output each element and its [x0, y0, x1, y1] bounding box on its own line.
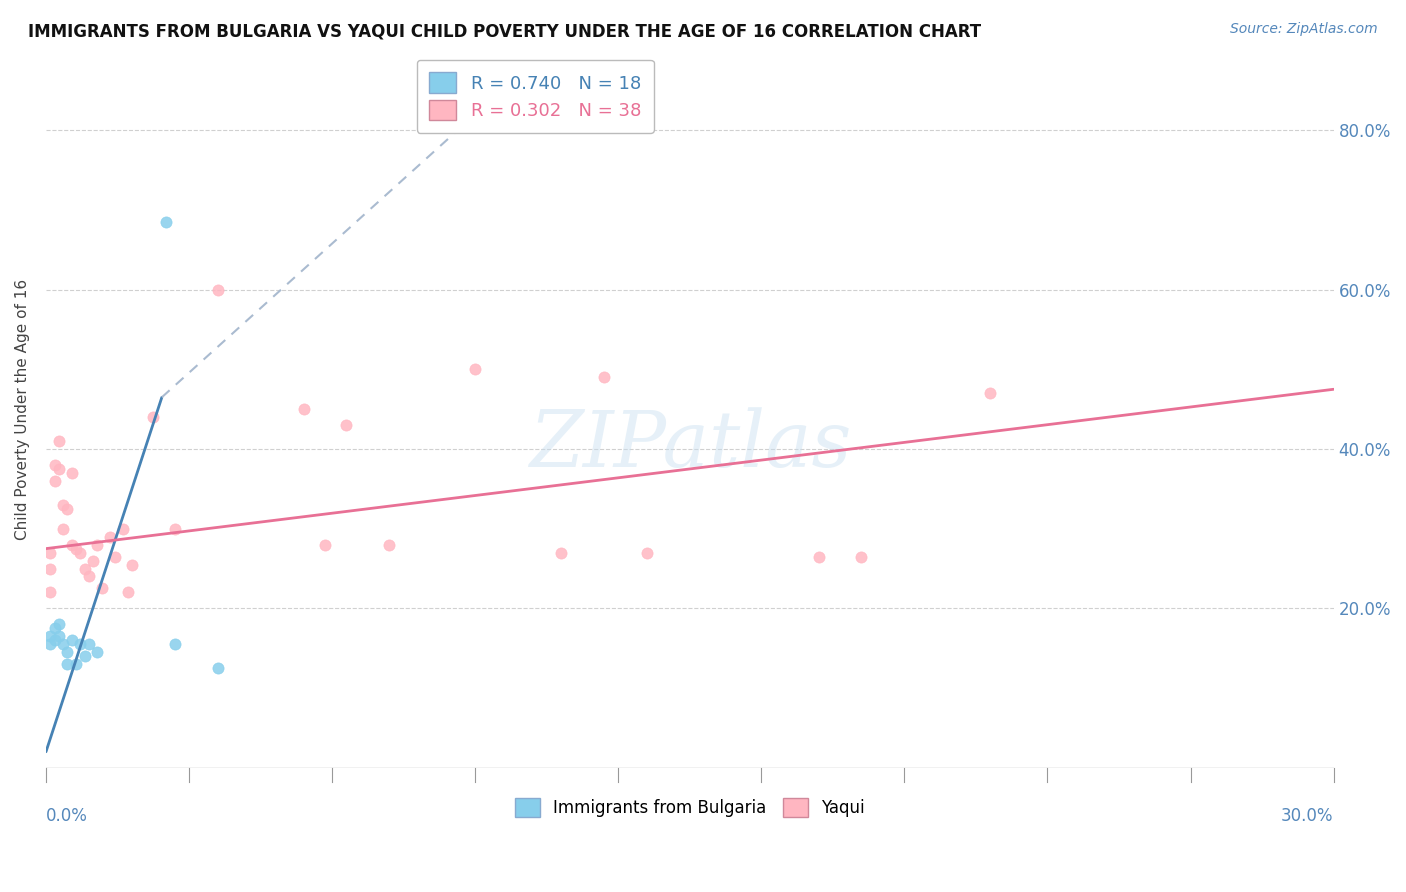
Point — [112, 522, 135, 536]
Point — [39, 561, 62, 575]
Point — [48, 434, 70, 448]
Point — [163, 522, 186, 536]
Point — [48, 629, 70, 643]
Point — [163, 637, 186, 651]
Point — [39, 585, 62, 599]
Text: ZIPatlas: ZIPatlas — [529, 407, 851, 483]
Point — [52, 498, 75, 512]
Point — [65, 657, 87, 672]
Point — [142, 410, 165, 425]
Point — [65, 541, 87, 556]
Point — [44, 474, 66, 488]
Point — [90, 582, 112, 596]
Point — [52, 522, 75, 536]
Text: IMMIGRANTS FROM BULGARIA VS YAQUI CHILD POVERTY UNDER THE AGE OF 16 CORRELATION : IMMIGRANTS FROM BULGARIA VS YAQUI CHILD … — [28, 22, 981, 40]
Point — [636, 546, 658, 560]
Point — [44, 458, 66, 472]
Text: 30.0%: 30.0% — [1281, 807, 1334, 825]
Point — [77, 569, 100, 583]
Point — [56, 657, 79, 672]
Point — [52, 637, 75, 651]
Point — [73, 561, 96, 575]
Point — [69, 546, 91, 560]
Point — [979, 386, 1001, 401]
Point — [550, 546, 572, 560]
Point — [60, 538, 83, 552]
Point — [56, 645, 79, 659]
Point — [39, 546, 62, 560]
Point — [77, 637, 100, 651]
Point — [48, 617, 70, 632]
Point — [464, 362, 486, 376]
Point — [593, 370, 616, 384]
Y-axis label: Child Poverty Under the Age of 16: Child Poverty Under the Age of 16 — [15, 278, 30, 540]
Point — [44, 633, 66, 648]
Point — [155, 215, 177, 229]
Point — [378, 538, 401, 552]
Point — [851, 549, 873, 564]
Point — [314, 538, 336, 552]
Point — [69, 637, 91, 651]
Point — [60, 466, 83, 480]
Point — [39, 629, 62, 643]
Point — [292, 402, 315, 417]
Point — [56, 501, 79, 516]
Point — [807, 549, 830, 564]
Point — [207, 283, 229, 297]
Point — [104, 549, 127, 564]
Point — [44, 621, 66, 635]
Point — [86, 645, 108, 659]
Point — [121, 558, 143, 572]
Point — [86, 538, 108, 552]
Point — [73, 649, 96, 664]
Point — [117, 585, 139, 599]
Point — [48, 462, 70, 476]
Point — [60, 633, 83, 648]
Legend: Immigrants from Bulgaria, Yaqui: Immigrants from Bulgaria, Yaqui — [508, 791, 872, 824]
Point — [82, 553, 104, 567]
Point — [98, 530, 121, 544]
Point — [207, 661, 229, 675]
Point — [39, 637, 62, 651]
Text: 0.0%: 0.0% — [46, 807, 87, 825]
Point — [335, 418, 357, 433]
Text: Source: ZipAtlas.com: Source: ZipAtlas.com — [1230, 22, 1378, 37]
